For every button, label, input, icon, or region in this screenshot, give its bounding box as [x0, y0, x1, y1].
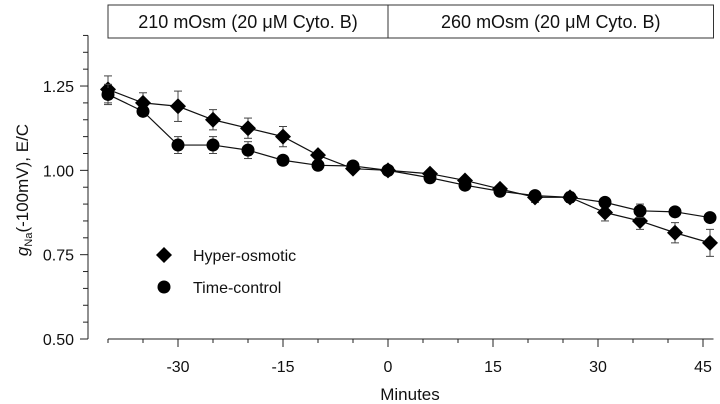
data-point: [276, 153, 290, 167]
data-point: [703, 211, 717, 225]
y-tick-label: 0.75: [43, 248, 74, 265]
condition-box: [387, 4, 714, 39]
data-point: [381, 163, 395, 177]
data-point: [170, 98, 186, 115]
data-point: [668, 205, 682, 219]
condition-box-label: 210 mOsm (20 μM Cyto. B): [138, 12, 357, 32]
data-point: [563, 190, 577, 204]
data-point: [241, 143, 255, 157]
x-axis-label: Minutes: [380, 385, 440, 404]
data-point: [632, 212, 648, 229]
x-tick-label: 0: [384, 359, 393, 376]
data-point: [205, 111, 221, 128]
y-axis-label: gNa(-100mV), E/C: [13, 124, 35, 256]
data-point: [597, 204, 613, 221]
data-point: [275, 128, 291, 145]
data-point: [310, 147, 326, 164]
data-point: [633, 204, 647, 218]
series-hyper-osmotic: [100, 75, 718, 257]
x-tick-label: 30: [589, 359, 607, 376]
legend-marker: [156, 247, 172, 263]
x-tick-label: 15: [484, 359, 502, 376]
y-tick-label: 1.00: [43, 163, 74, 180]
data-point: [240, 120, 256, 137]
y-axis-label-symbol: g: [13, 246, 32, 256]
y-tick-label: 1.25: [43, 79, 74, 96]
data-point: [667, 224, 683, 241]
x-tick-label: -15: [271, 359, 294, 376]
data-point: [528, 189, 542, 203]
data-point: [346, 159, 360, 173]
legend-label: Hyper-osmotic: [193, 248, 296, 265]
x-tick-label: 45: [694, 359, 712, 376]
data-point: [171, 138, 185, 152]
data-point: [702, 234, 718, 251]
x-tick-label: -30: [166, 359, 189, 376]
y-tick-label: 0.50: [43, 332, 74, 349]
data-point: [493, 184, 507, 198]
data-point: [136, 104, 150, 118]
data-point: [206, 138, 220, 152]
series-time-control: [101, 83, 717, 225]
legend-marker: [157, 280, 171, 294]
data-point: [458, 178, 472, 192]
y-axis-label-rest: (-100mV), E/C: [13, 124, 32, 233]
condition-box-label: 260 mOsm (20 μM Cyto. B): [441, 12, 660, 32]
data-point: [598, 195, 612, 209]
data-point: [101, 87, 115, 101]
data-point: [423, 171, 437, 185]
data-point: [311, 158, 325, 172]
condition-box: [107, 4, 389, 39]
y-axis-label-subscript: Na: [23, 232, 35, 247]
series-line: [107, 93, 711, 219]
legend-label: Time-control: [193, 280, 281, 297]
series-line: [107, 88, 711, 244]
